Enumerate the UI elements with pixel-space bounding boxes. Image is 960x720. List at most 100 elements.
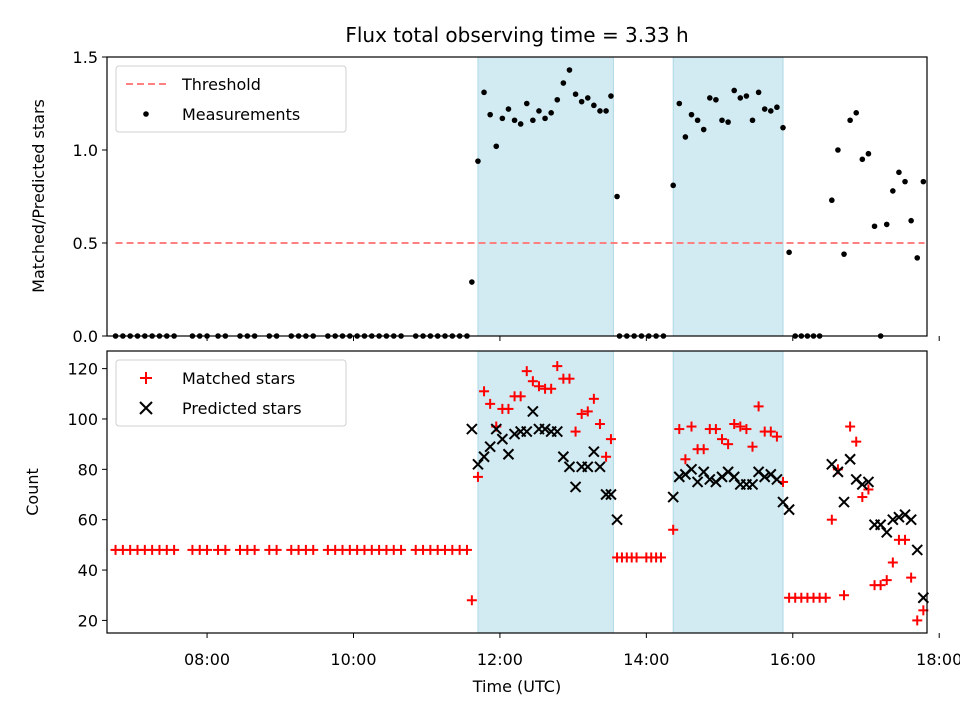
data-point [557,451,570,463]
shaded-interval-1 [672,56,784,337]
data-point [694,117,701,124]
data-point [521,425,533,438]
data-point [768,108,774,114]
data-point [737,95,744,101]
data-point [847,117,853,124]
y-axis-label-ratio: Matched/Predicted stars [29,99,48,293]
data-point [220,544,231,555]
data-point-b [862,476,875,488]
data-point [611,513,623,526]
data-point-b [728,471,740,483]
data-point-b [667,491,679,503]
data-point [746,478,759,491]
data-point-b [551,425,563,438]
data-point-b [490,423,502,435]
data-point [883,221,890,228]
data-point [863,484,874,495]
data-point [780,124,786,131]
data-point [765,426,776,437]
data-point [896,169,902,176]
data-point [920,178,927,185]
data-point [542,115,548,122]
data-point [862,476,875,488]
data-point [578,98,585,105]
data-point [601,451,612,462]
data-point [655,552,666,563]
data-point [668,524,679,535]
data-point [774,104,780,111]
data-point [551,425,563,438]
data-point [169,544,180,555]
y-tick-label: 0.5 [73,234,98,253]
y-tick-label: 0.0 [73,327,98,346]
data-point [673,471,685,483]
data-point [875,580,886,591]
data-point [717,434,727,445]
data-point [914,255,921,261]
data-point-b [472,458,484,471]
legend-box [115,65,347,133]
y-tick-label: 60 [78,511,98,530]
data-point [728,471,740,483]
x-tick-label: 10:00 [330,650,376,669]
data-point [911,544,923,556]
data-point [829,197,835,204]
data-point [908,217,914,224]
legend: Threshold Measurements [115,65,347,133]
data-point [605,434,616,445]
data-point [735,421,746,432]
data-point [783,503,795,516]
data-point [202,544,213,555]
data-point [517,121,524,127]
data-point-b [752,466,765,478]
data-point [771,431,782,442]
data-point [743,93,750,99]
data-point-b [777,496,789,508]
data-point [546,383,557,394]
data-point [485,398,496,409]
data-point [603,108,609,114]
data-point [786,249,792,256]
data-point [890,188,896,194]
data-point [912,615,923,626]
data-point [536,108,542,114]
legend-marker-measurements [143,111,149,117]
data-point [680,454,691,465]
count-panel: 20 40 60 80 100 120 Matched stars Predicted sta… [67,350,940,638]
data-point [688,111,695,118]
data-point-b [832,466,844,478]
data-point-b [887,513,899,526]
data-point [597,108,603,114]
data-point [490,423,502,435]
data-point [472,458,484,471]
data-point [515,391,526,402]
data-point [631,552,642,563]
data-point [856,478,869,491]
data-point-b [466,423,478,435]
data-point-b [478,451,490,463]
data-point [600,488,612,501]
x-axis-label: Time (UTC) [472,677,561,696]
data-point [853,110,860,116]
data-point [564,373,575,384]
y-tick-label: 20 [78,611,98,630]
data-point-b [539,423,551,435]
data-point [887,513,899,526]
data-point-b [582,461,594,473]
data-point-b [502,448,515,460]
data-point [249,544,260,555]
data-point-b [826,458,838,471]
data-point [496,433,509,445]
legend-box [115,359,347,427]
data-point-b [759,471,771,483]
data-point [527,405,539,418]
x-tick-label: 18:00 [916,650,960,669]
data-point [570,426,581,437]
legend-label: Measurements [182,105,300,124]
data-point-b [685,463,698,476]
axes-frame [106,56,928,337]
data-point [755,89,762,96]
data-point [832,466,844,478]
data-point [552,361,563,372]
